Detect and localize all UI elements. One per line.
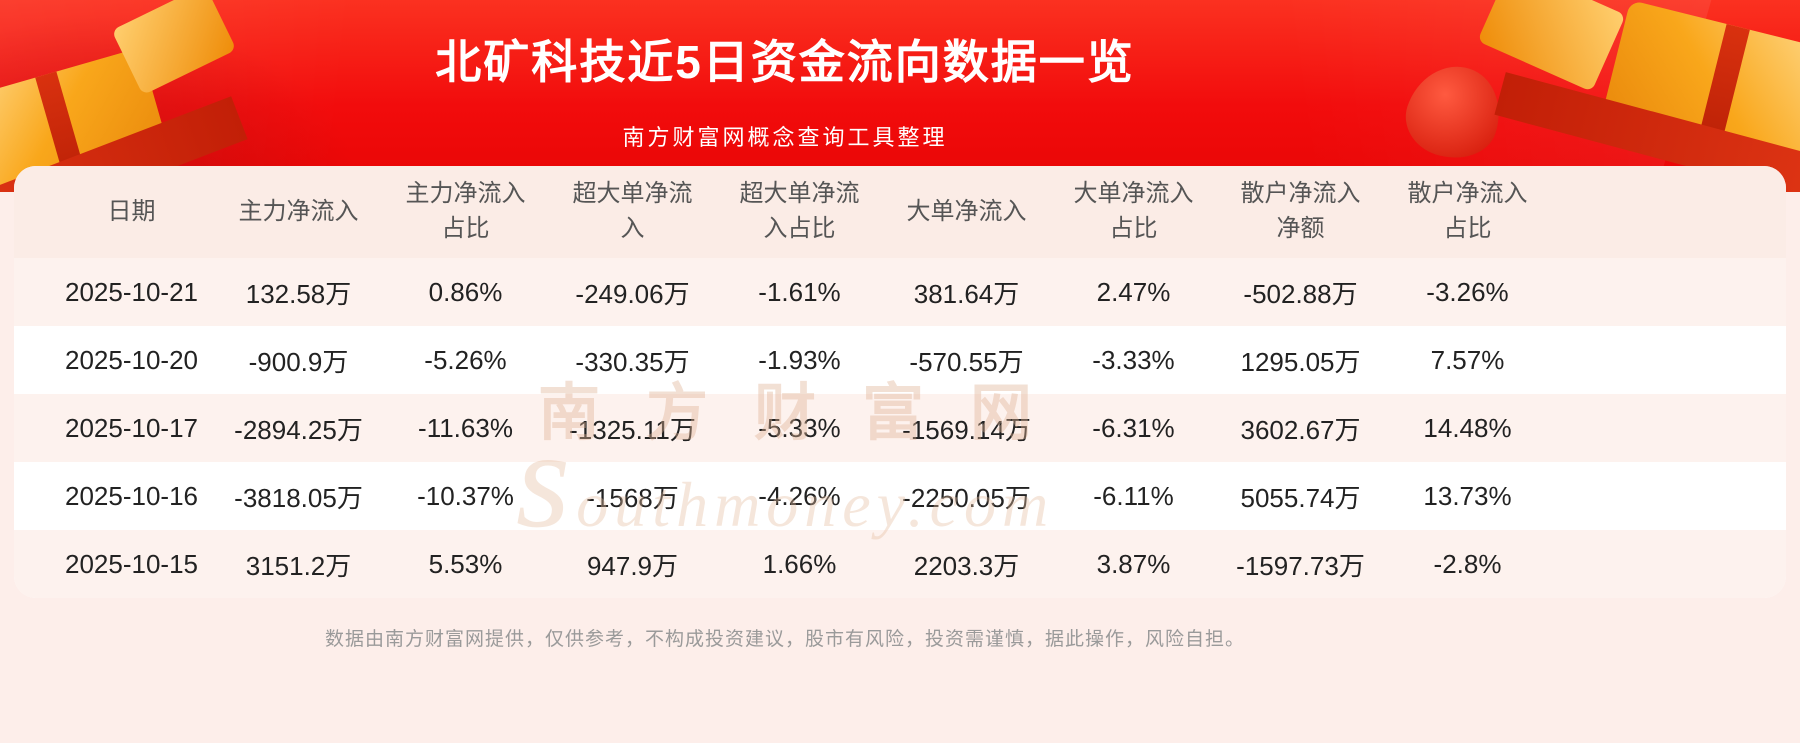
column-header: 散户净流入 占比 [1407,180,1528,242]
date-cell: 2025-10-21 [65,276,198,307]
page-subtitle: 南方财富网概念查询工具整理 [622,125,948,150]
table-body: 2025-10-21 132.58万 0.86% -249.06万 -1.61% 381.… [14,258,1786,598]
value-cell: -2894.25万 [234,414,363,445]
value-cell: -10.37% [417,480,514,511]
value-cell: 947.9万 [586,550,679,581]
value-cell: -900.9万 [248,346,349,377]
value-cell: 381.64万 [913,278,1020,309]
value-cell: -1597.73万 [1236,550,1365,581]
header-banner: 北矿科技近5日资金流向数据一览 南方财富网概念查询工具整理 [0,0,1800,192]
date-cell: 2025-10-17 [65,412,198,443]
column-header: 散户净流入 净额 [1240,180,1361,242]
value-cell: 1.66% [762,548,837,579]
table-row: 2025-10-15 3151.2万 5.53% 947.9万 1.66% 2203.3万… [14,530,1786,598]
value-cell: 2.47% [1096,276,1171,307]
value-cell: -1568万 [586,482,679,513]
date-cell: 2025-10-15 [65,548,198,579]
column-header: 超大单净流 入占比 [739,180,860,242]
value-cell: 1295.05万 [1240,346,1361,377]
gift-box-decoration-right [1597,0,1800,184]
table-row: 2025-10-16 -3818.05万 -10.37% -1568万 -4.26% -2… [14,462,1786,530]
value-cell: -6.31% [1092,412,1175,443]
value-cell: -502.88万 [1243,278,1358,309]
column-header: 大单净流入 [906,197,1027,225]
value-cell: 3151.2万 [245,550,352,581]
column-header: 主力净流入 占比 [405,180,526,242]
value-cell: 3.87% [1096,548,1171,579]
value-cell: -3.33% [1092,344,1175,375]
value-cell: 2203.3万 [913,550,1020,581]
date-cell: 2025-10-16 [65,480,198,511]
value-cell: -5.26% [424,344,507,375]
value-cell: 5055.74万 [1240,482,1361,513]
value-cell: 13.73% [1423,480,1512,511]
column-header: 超大单净流 入 [572,180,693,242]
value-cell: 132.58万 [245,278,352,309]
value-cell: 5.53% [428,548,503,579]
value-cell: 14.48% [1423,412,1512,443]
table-row: 2025-10-20 -900.9万 -5.26% -330.35万 -1.93% -57… [14,326,1786,394]
banner-text-block: 北矿科技近5日资金流向数据一览 南方财富网概念查询工具整理 [0,26,1570,152]
value-cell: -1325.11万 [569,414,696,445]
value-cell: -2.8% [1433,548,1502,579]
value-cell: -330.35万 [575,346,690,377]
value-cell: 3602.67万 [1240,414,1361,445]
table-row: 2025-10-21 132.58万 0.86% -249.06万 -1.61% 381.… [14,258,1786,326]
value-cell: -6.11% [1093,480,1174,511]
value-cell: -3.26% [1426,276,1509,307]
disclaimer-text: 数据由南方财富网提供，仅供参考，不构成投资建议，股市有风险，投资需谨慎，据此操作… [324,629,1245,650]
value-cell: -3818.05万 [234,482,363,513]
value-cell: -1.61% [758,276,841,307]
value-cell: -249.06万 [575,278,690,309]
value-cell: -570.55万 [909,346,1024,377]
column-header: 日期 [107,197,156,225]
value-cell: -1569.14万 [902,414,1031,445]
table-row: 2025-10-17 -2894.25万 -11.63% -1325.11万 -5.33… [14,394,1786,462]
column-header: 主力净流入 [238,197,359,225]
date-cell: 2025-10-20 [65,344,198,375]
value-cell: 7.57% [1430,344,1505,375]
value-cell: -5.33% [758,412,841,443]
value-cell: -1.93% [758,344,841,375]
value-cell: -11.63% [418,412,513,443]
value-cell: -2250.05万 [902,482,1031,513]
column-header: 大单净流入 占比 [1073,180,1194,242]
value-cell: -4.26% [758,480,841,511]
value-cell: 0.86% [428,276,503,307]
page-title: 北矿科技近5日资金流向数据一览 [435,36,1135,88]
table-header-row: 日期 主力净流入 主力净流入 占比 超大单净流 入超大单净流 入占比 大单净流入 大单净流… [14,166,1786,258]
fund-flow-table: 日期 主力净流入 主力净流入 占比 超大单净流 入超大单净流 入占比 大单净流入 大单净流… [14,166,1786,598]
